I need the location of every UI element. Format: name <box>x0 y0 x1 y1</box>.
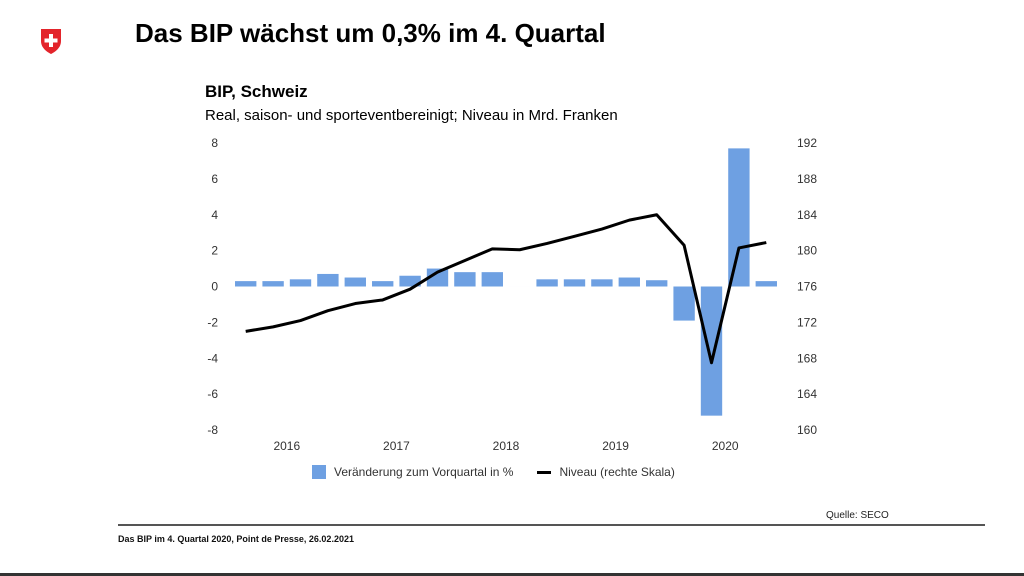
bar-2019Q1 <box>563 279 586 287</box>
page-title: Das BIP wächst um 0,3% im 4. Quartal <box>135 18 606 48</box>
bar-2020Q4 <box>755 281 777 287</box>
bar-series <box>235 148 777 416</box>
bar-2020Q3 <box>728 148 750 287</box>
right-axis-tick-label: 176 <box>797 280 817 294</box>
bar-2019Q3 <box>618 277 640 287</box>
footer-divider <box>118 524 985 526</box>
left-axis-tick-label: -2 <box>207 315 218 329</box>
bar-2018Q2 <box>481 272 503 287</box>
bar-2020Q2 <box>700 286 723 416</box>
right-axis-tick-label: 192 <box>797 136 817 150</box>
right-axis-tick-label: 180 <box>797 244 817 258</box>
right-axis-tick-label: 172 <box>797 315 817 329</box>
left-axis-tick-label: 4 <box>211 208 218 222</box>
x-axis-tick-label: 2017 <box>383 439 410 453</box>
left-axis-tick-label: 8 <box>211 136 218 150</box>
right-axis-tick-label: 184 <box>797 208 817 222</box>
legend-bar-swatch <box>312 465 326 479</box>
bar-2019Q4 <box>646 280 668 287</box>
left-axis-tick-label: 0 <box>211 280 218 294</box>
x-axis-tick-label: 2016 <box>273 439 300 453</box>
x-axis-ticks: 2016 2017 2018 2019 2020 <box>273 439 738 453</box>
footer-text: Das BIP im 4. Quartal 2020, Point de Pre… <box>118 534 354 544</box>
left-axis-ticks: 8 6 4 2 0 -2 -4 -6 -8 <box>207 136 218 437</box>
legend-line-label: Niveau (rechte Skala) <box>559 465 675 479</box>
bar-2018Q4 <box>536 279 558 287</box>
right-axis-tick-label: 188 <box>797 172 817 186</box>
x-axis-tick-label: 2019 <box>602 439 629 453</box>
bar-2017Q1 <box>344 277 366 287</box>
bar-2016Q4 <box>317 273 339 287</box>
bar-2019Q2 <box>591 279 613 287</box>
bar-2017Q2 <box>372 281 394 287</box>
source-note: Quelle: SECO <box>826 510 889 521</box>
level-line <box>245 213 767 365</box>
left-axis-tick-label: -4 <box>207 351 218 365</box>
right-axis-tick-label: 160 <box>797 423 817 437</box>
line-series <box>245 213 767 365</box>
left-axis-tick-label: 2 <box>211 244 218 258</box>
left-axis-tick-label: -6 <box>207 387 218 401</box>
left-axis-tick-label: 6 <box>211 172 218 186</box>
bar-2017Q3 <box>399 275 421 287</box>
legend-line-swatch <box>537 470 552 474</box>
chart-title: BIP, Schweiz <box>205 82 308 101</box>
bar-2016Q3 <box>289 279 312 287</box>
x-axis-tick-label: 2018 <box>493 439 520 453</box>
bottom-edge <box>0 573 1024 576</box>
bar-2016Q2 <box>262 281 284 287</box>
right-axis-tick-label: 168 <box>797 351 817 365</box>
bar-2016Q1 <box>235 281 257 287</box>
chart-legend: Veränderung zum Vorquartal in % Niveau (… <box>312 465 675 479</box>
bar-2020Q1 <box>673 286 695 321</box>
bar-2018Q1 <box>454 272 476 287</box>
left-axis-tick-label: -8 <box>207 423 218 437</box>
bar-2017Q4 <box>426 268 449 287</box>
legend-bar-label: Veränderung zum Vorquartal in % <box>334 465 514 479</box>
x-axis-tick-label: 2020 <box>712 439 739 453</box>
chart-subtitle: Real, saison- und sporteventbereinigt; N… <box>205 107 618 124</box>
right-axis-ticks: 192 188 184 180 176 172 168 164 160 <box>797 136 817 437</box>
right-axis-tick-label: 164 <box>797 387 817 401</box>
swiss-cross-shield-icon <box>41 29 61 54</box>
